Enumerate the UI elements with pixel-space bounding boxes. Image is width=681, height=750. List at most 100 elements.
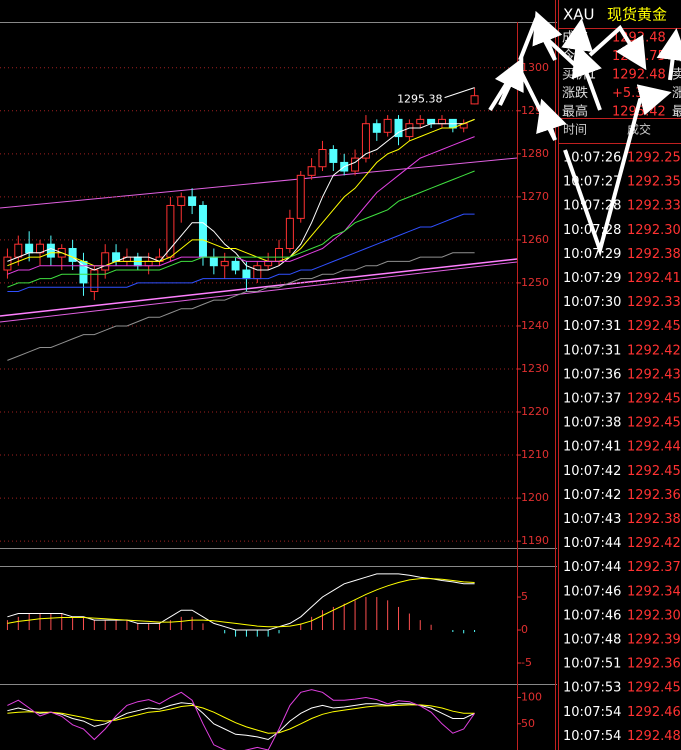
- candle-body: [405, 123, 414, 138]
- trade-price: 1292.43: [627, 367, 681, 382]
- indicator-line: [7, 702, 475, 741]
- trade-time: 10:07:44: [563, 560, 621, 575]
- indicator-line: [7, 252, 475, 361]
- trade-time: 10:07:48: [563, 633, 621, 648]
- trade-time: 10:07:42: [563, 464, 621, 479]
- candle-body: [166, 204, 175, 258]
- candle-body: [351, 157, 360, 172]
- trade-price: 1292.45: [627, 681, 681, 696]
- indicator-line: [7, 578, 475, 628]
- quote-value: 1292.48: [612, 68, 666, 83]
- trade-time: 10:07:42: [563, 488, 621, 503]
- trade-time: 10:07:27: [563, 175, 621, 190]
- trade-time: 10:07:38: [563, 416, 621, 431]
- trade-time: 10:07:37: [563, 392, 621, 407]
- y-tick-label: 1230: [521, 362, 549, 375]
- candle-body: [14, 243, 23, 258]
- candle-body: [416, 118, 425, 125]
- quote-label: 成交: [562, 30, 588, 46]
- candle-body: [101, 252, 110, 271]
- trade-price: 1292.30: [627, 608, 681, 623]
- candle-body: [209, 256, 218, 267]
- candle-body: [318, 149, 327, 168]
- y-tick-label: -5: [521, 656, 532, 669]
- trade-price: 1292.45: [627, 416, 681, 431]
- indicator-line: [7, 704, 475, 734]
- candle-body: [25, 243, 34, 254]
- plot-area: [7, 689, 476, 750]
- indicator-line: [7, 136, 475, 275]
- y-tick-label: 1210: [521, 448, 549, 461]
- trade-price: 1292.30: [627, 223, 681, 238]
- candle-body: [296, 174, 305, 219]
- candle-body: [220, 260, 229, 267]
- high-leader: [444, 87, 475, 99]
- trade-price: 1292.38: [627, 512, 681, 527]
- trade-time: 10:07:44: [563, 536, 621, 551]
- trade-time: 10:07:46: [563, 584, 621, 599]
- trade-time: 10:07:30: [563, 295, 621, 310]
- indicator-line: [7, 689, 476, 750]
- y-tick-label: 1190: [521, 534, 549, 547]
- candle-body: [394, 118, 403, 138]
- trade-price: 1292.45: [627, 319, 681, 334]
- candle-body: [79, 260, 88, 284]
- candle-body: [470, 95, 479, 105]
- quote-label: 涨跌: [562, 85, 588, 101]
- y-tick-label: 1200: [521, 491, 549, 504]
- trade-time: 10:07:29: [563, 247, 621, 262]
- trade-price: 1292.36: [627, 488, 681, 503]
- candle-body: [188, 196, 197, 206]
- y-tick-label: 1220: [521, 405, 549, 418]
- trade-price: 1292.46: [627, 705, 681, 720]
- candle-body: [275, 247, 284, 262]
- trade-time: 10:07:31: [563, 319, 621, 334]
- trade-price: 1292.38: [627, 247, 681, 262]
- candle-body: [242, 269, 251, 280]
- trade-time: 10:07:36: [563, 367, 621, 382]
- candle-body: [231, 260, 240, 271]
- candle-body: [90, 269, 99, 293]
- plot-area: [6, 573, 476, 637]
- y-tick-label: 1280: [521, 147, 549, 160]
- y-tick-label: 1240: [521, 319, 549, 332]
- y-tick-label: 100: [521, 691, 542, 704]
- indicator-line: [7, 118, 475, 267]
- trade-price: 1292.36: [627, 657, 681, 672]
- trade-price: 1292.44: [627, 440, 681, 455]
- candle-body: [253, 265, 262, 280]
- candle-body: [46, 243, 55, 258]
- candle-body: [427, 118, 436, 125]
- quote-label: 最高: [562, 104, 588, 120]
- indicator-line: [7, 118, 475, 271]
- indicator-line: [7, 573, 475, 631]
- trade-price: 1292.42: [627, 536, 681, 551]
- quote-side-label: 最: [672, 105, 681, 120]
- symbol-name: 现货黄金: [607, 6, 667, 24]
- trade-time: 10:07:28: [563, 199, 621, 214]
- trade-price: 1292.41: [627, 271, 681, 286]
- trade-time: 10:07:54: [563, 729, 621, 744]
- trade-price: 1292.39: [627, 633, 681, 648]
- trade-price: 1292.45: [627, 464, 681, 479]
- candle-body: [372, 123, 381, 133]
- quote-side-label: 涨: [672, 86, 681, 101]
- trade-price: 1292.34: [627, 584, 681, 599]
- trade-price: 1292.37: [627, 560, 681, 575]
- trade-price: 1292.33: [627, 199, 681, 214]
- trade-price: 1292.25: [627, 151, 681, 166]
- trade-time: 10:07:54: [563, 705, 621, 720]
- candle-body: [361, 123, 370, 159]
- plot-area: 1295.38: [3, 87, 479, 361]
- indicator-line: [7, 170, 475, 288]
- trade-time: 10:07:51: [563, 657, 621, 672]
- candle-body: [264, 260, 273, 267]
- candle-body: [177, 196, 186, 206]
- y-tick-label: 50: [521, 717, 535, 730]
- symbol: XAU: [563, 6, 595, 24]
- candle-body: [285, 217, 294, 249]
- high-label: 1295.38: [397, 93, 443, 106]
- quote-value: 1292.48: [612, 31, 666, 46]
